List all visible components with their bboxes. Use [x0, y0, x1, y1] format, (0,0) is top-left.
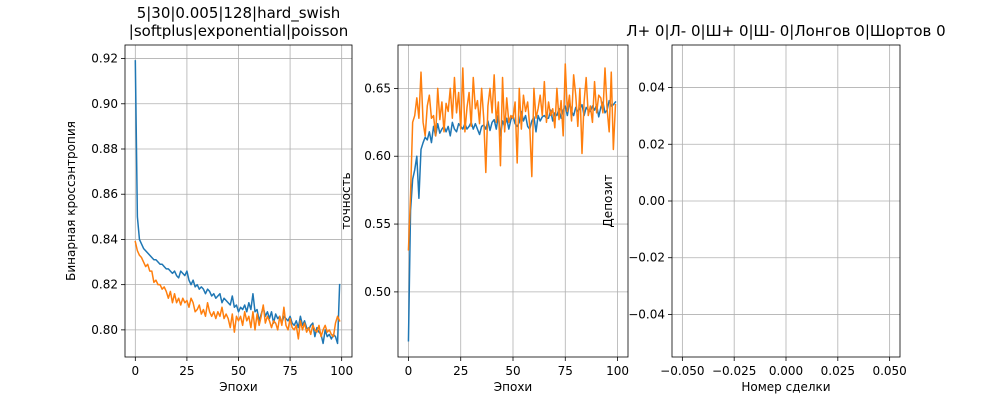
chart-title-line: |softplus|exponential|poisson — [129, 22, 348, 40]
chart-title: 5|30|0.005|128|hard_swish |softplus|expon… — [129, 4, 348, 40]
x-tick-label: 75 — [282, 364, 297, 378]
y-tick-label: 0.00 — [638, 194, 665, 208]
chart-panel-1: 0 25 50 75 100 0.80 0.82 0.84 0.86 0.88 0.90 0.92 Эп… — [64, 4, 353, 394]
x-tick-label: 0.025 — [821, 364, 855, 378]
y-tick-label: 0.86 — [91, 187, 118, 201]
y-tick-label: 0.84 — [91, 232, 118, 246]
x-tick-label: 0.050 — [872, 364, 906, 378]
chart-panel-2: 0 25 50 75 100 0.50 0.55 0.60 0.65 Эпохи точность — [339, 44, 629, 394]
series-line-1 — [407, 99, 617, 342]
x-tick-label: 0 — [131, 364, 139, 378]
x-tick-label: 75 — [558, 364, 573, 378]
x-tick-label: 25 — [179, 364, 194, 378]
x-tick-label: 0.000 — [769, 364, 803, 378]
y-tick-label: 0.65 — [364, 81, 391, 95]
y-tick-label: 0.88 — [91, 142, 118, 156]
series-line-2 — [407, 63, 617, 251]
chart-title-line: Л+ 0|Л- 0|Ш+ 0|Ш- 0|Лонгов 0|Шортов 0 — [626, 22, 945, 40]
y-tick-label: 0.50 — [364, 285, 391, 299]
x-tick-label: 25 — [453, 364, 468, 378]
x-tick-label: 100 — [330, 364, 353, 378]
series-line-1 — [134, 60, 341, 345]
x-tick-label: 100 — [606, 364, 629, 378]
y-tick-label: −0.02 — [628, 251, 665, 265]
chart-panel-3: −0.050 −0.025 0.000 0.025 0.050 −0.04 −0.02 0.0… — [601, 22, 946, 394]
x-tick-label: 0 — [405, 364, 413, 378]
x-axis-label: Эпохи — [494, 380, 532, 394]
y-tick-label: 0.55 — [364, 217, 391, 231]
y-tick-label: 0.02 — [638, 137, 665, 151]
chart-title-line: 5|30|0.005|128|hard_swish — [137, 4, 341, 23]
y-tick-label: 0.60 — [364, 149, 391, 163]
y-tick-label: 0.80 — [91, 323, 118, 337]
chart-title: Л+ 0|Л- 0|Ш+ 0|Ш- 0|Лонгов 0|Шортов 0 — [626, 22, 945, 40]
y-tick-label: 0.82 — [91, 278, 118, 292]
x-tick-label: −0.050 — [660, 364, 704, 378]
y-axis-label: Бинарная кроссэнтропия — [64, 121, 78, 281]
y-tick-label: −0.04 — [628, 307, 665, 321]
x-axis-label: Номер сделки — [741, 380, 830, 394]
y-tick-label: 0.92 — [91, 52, 118, 66]
x-tick-label: −0.025 — [712, 364, 756, 378]
x-tick-label: 50 — [505, 364, 520, 378]
y-axis-label: Депозит — [601, 174, 615, 227]
y-tick-label: 0.04 — [638, 81, 665, 95]
x-tick-label: 50 — [231, 364, 246, 378]
series-line-2 — [134, 240, 341, 340]
y-axis-label: точность — [339, 172, 353, 229]
y-tick-label: 0.90 — [91, 97, 118, 111]
x-axis-label: Эпохи — [219, 380, 257, 394]
